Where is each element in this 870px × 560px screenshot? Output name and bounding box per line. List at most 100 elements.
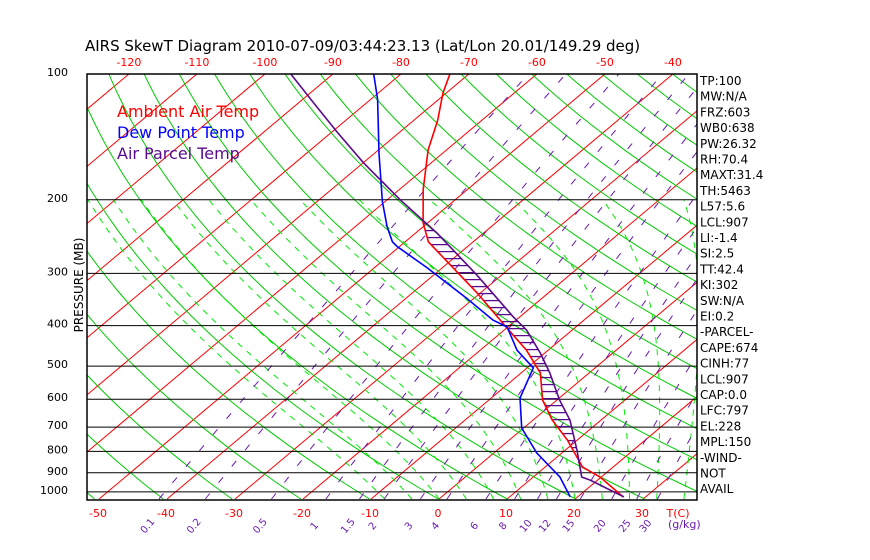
- bottom-temp-tick-label: -20: [293, 507, 311, 520]
- bottom-temp-tick-label: -40: [157, 507, 175, 520]
- legend-item: Air Parcel Temp: [117, 144, 240, 163]
- top-temp-tick-label: -120: [116, 56, 141, 69]
- mixing-ratio-unit-label: (g/kg): [668, 518, 701, 531]
- dry-adiabat-line: [178, 74, 697, 492]
- axes: 1002003004005006007008009001000PRESSURE …: [40, 56, 701, 536]
- index-entry: CAP:0.0: [700, 388, 747, 402]
- legend-item: Dew Point Temp: [117, 123, 245, 142]
- dry-adiabat-line: [671, 74, 697, 93]
- mixing-ratio-tick-label: 1: [309, 520, 322, 532]
- mixing-ratio-tick-label: 6: [469, 520, 482, 532]
- index-entry: SW:N/A: [700, 294, 745, 308]
- plot-frame: [86, 73, 698, 501]
- isotherm-line: [87, 74, 198, 167]
- pressure-tick-label: 800: [47, 443, 68, 456]
- parcel-temp-curve: [290, 74, 625, 498]
- dry-adiabat-line: [284, 74, 697, 399]
- cape-hatching: [423, 222, 577, 449]
- mixing-ratio-tick-label: 0.5: [251, 517, 270, 536]
- mixing-ratio-line: [325, 74, 663, 500]
- index-entry: MPL:150: [700, 435, 751, 449]
- index-entry: CINH:77: [700, 357, 749, 371]
- index-entry: TH:5463: [699, 184, 751, 198]
- index-entry: SI:2.5: [700, 247, 734, 261]
- index-entry: EI:0.2: [700, 310, 734, 324]
- top-temp-tick-label: -40: [664, 56, 682, 69]
- index-entry: LFC:797: [700, 404, 749, 418]
- bottom-temp-tick-label: -50: [89, 507, 107, 520]
- index-entry: EL:228: [700, 419, 741, 433]
- mixing-ratio-tick-label: 0.1: [139, 517, 158, 536]
- x-axis-label: T(C): [666, 507, 690, 520]
- dry-adiabat-line: [601, 74, 697, 146]
- isotherm-line: [506, 338, 697, 500]
- index-entry: MW:N/A: [700, 90, 748, 104]
- mixing-ratio-tick-label: 4: [430, 520, 443, 532]
- mixing-ratio-tick-label: 8: [497, 520, 510, 532]
- pressure-tick-label: 300: [47, 265, 68, 278]
- index-entry: -PARCEL-: [700, 325, 754, 339]
- isotherm-line: [438, 281, 697, 500]
- dry-adiabat-line: [530, 74, 697, 200]
- chart-title: AIRS SkewT Diagram 2010-07-09/03:44:23.1…: [85, 37, 640, 55]
- mixing-ratio-line: [485, 193, 697, 500]
- index-entry: WB0:638: [700, 121, 755, 135]
- mixing-ratio-tick-label: 3: [403, 520, 416, 532]
- index-entry: TP:100: [699, 74, 742, 88]
- index-entry: MAXT:31.4: [700, 168, 763, 182]
- index-entry: -WIND-: [700, 451, 742, 465]
- index-entry: NOT: [700, 467, 726, 481]
- mixing-ratio-tick-label: 30: [638, 518, 655, 535]
- index-entry: PW:26.32: [700, 137, 757, 151]
- dry-adiabat-line: [354, 74, 697, 340]
- mixing-ratio-line: [359, 74, 690, 500]
- isotherm-line: [87, 74, 470, 396]
- mixing-ratio-tick-label: 10: [518, 518, 535, 535]
- moist-adiabat-line: [112, 199, 413, 500]
- mixing-ratio-line: [656, 425, 697, 500]
- background-lines: [87, 74, 697, 500]
- isotherm-line: [87, 74, 334, 282]
- index-entry: LCL:907: [700, 215, 749, 229]
- mixing-ratio-line: [204, 74, 567, 500]
- moist-adiabat-line: [140, 199, 440, 500]
- index-entry: LCL:907: [700, 372, 749, 386]
- dewpoint-curve: [372, 74, 571, 498]
- mixing-ratio-tick-label: 12: [537, 518, 554, 535]
- pressure-tick-label: 500: [47, 358, 68, 371]
- mixing-ratio-tick-label: 1.5: [339, 517, 358, 536]
- dry-adiabat-line: [495, 74, 697, 227]
- pressure-tick-label: 1000: [40, 484, 68, 497]
- index-entry: TT:42.4: [699, 262, 744, 276]
- mixing-ratio-tick-label: 25: [617, 518, 634, 535]
- isotherm-line: [87, 74, 538, 453]
- top-temp-tick-label: -50: [596, 56, 614, 69]
- mixing-ratio-tick-label: 0.2: [185, 517, 204, 536]
- mixing-ratio-line: [446, 151, 697, 500]
- mixing-ratio-line: [271, 74, 620, 500]
- top-temp-tick-label: -70: [460, 56, 478, 69]
- ambient-temp-curve: [422, 74, 624, 498]
- bottom-temp-tick-label: -10: [361, 507, 379, 520]
- moist-adiabat-line: [250, 199, 522, 500]
- dry-adiabat-line: [319, 74, 697, 370]
- mixing-ratio-line: [579, 309, 697, 500]
- mixing-ratio-tick-label: 15: [561, 518, 578, 535]
- pressure-tick-label: 700: [47, 419, 68, 432]
- bottom-temp-tick-label: -30: [225, 507, 243, 520]
- top-temp-tick-label: -80: [392, 56, 410, 69]
- top-temp-tick-label: -90: [324, 56, 342, 69]
- index-entry: KI:302: [700, 278, 738, 292]
- mixing-ratio-line: [514, 226, 697, 500]
- isotherm-line: [234, 110, 697, 500]
- legend-item: Ambient Air Temp: [117, 102, 259, 121]
- index-entry: AVAIL: [700, 482, 734, 496]
- moist-adiabat-line: [602, 199, 661, 500]
- index-entry: RH:70.4: [700, 153, 748, 167]
- sounding-curves: [290, 74, 625, 498]
- index-entry: L57:5.6: [700, 200, 745, 214]
- mixing-ratio-tick-label: 2: [367, 520, 380, 532]
- legend: Ambient Air Temp Dew Point Temp Air Parcel…: [117, 102, 259, 163]
- mixing-ratio-line: [537, 254, 697, 500]
- y-axis-label: PRESSURE (MB): [72, 238, 86, 333]
